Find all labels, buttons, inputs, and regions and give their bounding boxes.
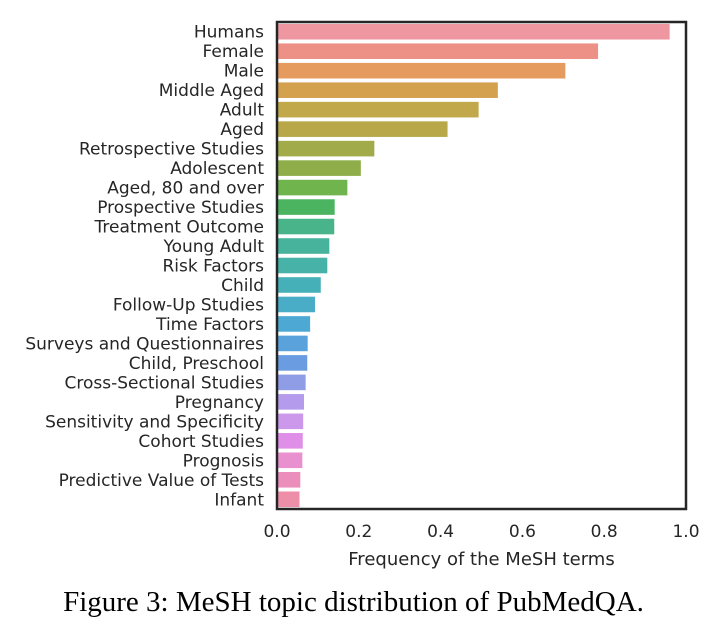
category-label: Middle Aged bbox=[159, 81, 264, 101]
bar bbox=[277, 316, 311, 332]
category-label: Cross-Sectional Studies bbox=[64, 373, 264, 393]
bars-group bbox=[277, 23, 670, 508]
bar bbox=[277, 413, 304, 430]
category-label: Aged, 80 and over bbox=[107, 179, 264, 199]
category-label: Adult bbox=[220, 101, 265, 121]
bar bbox=[277, 394, 304, 410]
category-label: Prognosis bbox=[183, 451, 265, 471]
x-tick-label: 0.6 bbox=[509, 522, 536, 542]
category-label: Surveys and Questionnaires bbox=[25, 334, 264, 354]
bar bbox=[277, 101, 479, 118]
category-label: Infant bbox=[214, 490, 264, 510]
plot-frame bbox=[275, 20, 688, 511]
bar bbox=[277, 62, 566, 79]
bar bbox=[277, 140, 375, 157]
category-label: Treatment Outcome bbox=[94, 218, 265, 238]
category-label: Young Adult bbox=[162, 237, 264, 257]
category-label: Predictive Value of Tests bbox=[59, 471, 265, 491]
bar bbox=[277, 160, 361, 176]
category-label: Child, Preschool bbox=[129, 354, 264, 374]
category-label: Risk Factors bbox=[162, 257, 264, 277]
x-tick-label: 0.2 bbox=[345, 522, 372, 542]
bar bbox=[277, 374, 306, 391]
bar bbox=[277, 335, 308, 352]
bar bbox=[277, 277, 321, 293]
bar bbox=[277, 491, 300, 508]
x-tick-label: 0.0 bbox=[263, 522, 290, 542]
x-axis-title: Frequency of the MeSH terms bbox=[348, 549, 614, 570]
bar bbox=[277, 218, 335, 235]
bar bbox=[277, 121, 448, 137]
category-label: Pregnancy bbox=[175, 393, 264, 413]
category-label: Cohort Studies bbox=[138, 432, 264, 452]
x-tick-label: 0.8 bbox=[591, 522, 618, 542]
category-label: Sensitivity and Specificity bbox=[45, 412, 264, 432]
figure-caption: Figure 3: MeSH topic distribution of Pub… bbox=[63, 586, 644, 618]
bar bbox=[277, 23, 670, 40]
bar bbox=[277, 257, 328, 274]
category-label: Humans bbox=[194, 23, 264, 43]
category-label: Male bbox=[224, 62, 264, 82]
x-ticks-group: 0.0 0.2 0.4 0.6 0.8 1.0 bbox=[263, 522, 699, 542]
category-label: Adolescent bbox=[170, 159, 264, 179]
bar bbox=[277, 355, 308, 371]
category-label: Child bbox=[221, 276, 264, 296]
bar bbox=[277, 43, 599, 60]
category-label: Time Factors bbox=[155, 315, 264, 335]
bar bbox=[277, 296, 316, 313]
x-tick-label: 0.4 bbox=[427, 522, 454, 542]
bar bbox=[277, 433, 303, 449]
category-label: Follow-Up Studies bbox=[113, 295, 264, 315]
bar bbox=[277, 452, 303, 469]
bar bbox=[277, 471, 301, 488]
category-label: Female bbox=[203, 42, 264, 62]
category-label: Prospective Studies bbox=[97, 198, 264, 218]
category-label: Retrospective Studies bbox=[79, 140, 264, 160]
bar bbox=[277, 179, 348, 196]
bar bbox=[277, 238, 330, 254]
bar bbox=[277, 82, 498, 98]
category-label: Aged bbox=[220, 120, 264, 140]
bar bbox=[277, 199, 335, 215]
x-tick-label: 1.0 bbox=[672, 522, 699, 542]
